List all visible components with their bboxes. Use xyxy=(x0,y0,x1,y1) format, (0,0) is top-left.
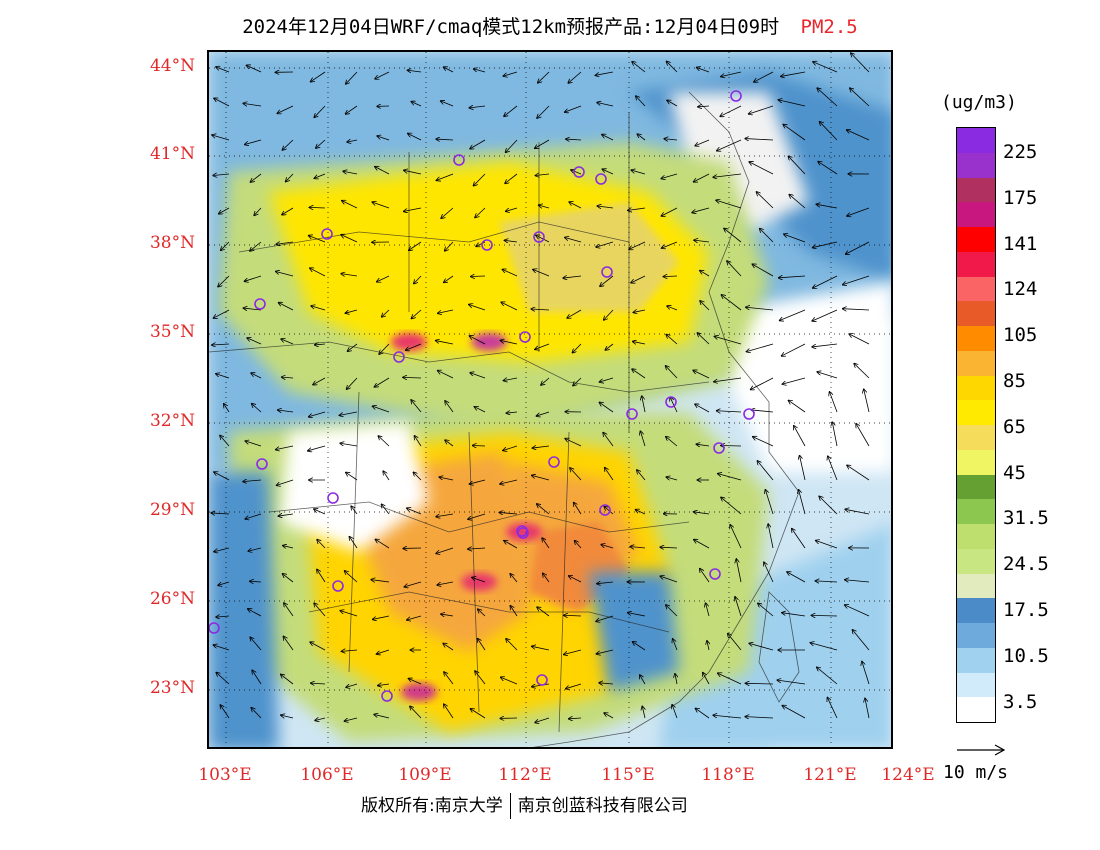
lon-label-121: 121°E xyxy=(803,765,857,785)
colorbar-label: 124 xyxy=(1003,278,1038,301)
colorbar-segment xyxy=(957,128,995,153)
lat-label-23: 23°N xyxy=(149,678,195,698)
colorbar-label: 24.5 xyxy=(1003,553,1049,576)
copyright-owner: 版权所有:南京大学 xyxy=(361,796,503,816)
lon-label-112: 112°E xyxy=(498,765,552,785)
lon-label-103: 103°E xyxy=(198,765,252,785)
lat-label-29: 29°N xyxy=(149,500,195,520)
colorbar-segment xyxy=(957,697,995,722)
footer-divider xyxy=(509,793,511,819)
lat-label-38: 38°N xyxy=(149,233,195,253)
copyright-company: 南京创蓝科技有限公司 xyxy=(517,796,688,816)
lat-label-44: 44°N xyxy=(149,56,195,76)
colorbar-segment xyxy=(957,573,995,599)
colorbar-segment xyxy=(957,202,995,227)
wind-vectors xyxy=(211,53,870,722)
colorbar-label: 10.5 xyxy=(1003,644,1049,667)
colorbar-segment xyxy=(957,375,995,401)
colorbar-segment xyxy=(957,326,995,351)
lon-label-118: 118°E xyxy=(701,765,755,785)
colorbar xyxy=(956,127,996,723)
colorbar-segment xyxy=(957,276,995,302)
colorbar-label: 17.5 xyxy=(1003,599,1049,621)
colorbar-unit: (ug/m3) xyxy=(941,92,1017,113)
colorbar-label: 31.5 xyxy=(1003,507,1049,530)
colorbar-label: 225 xyxy=(1003,141,1038,163)
pollution-map[interactable] xyxy=(207,50,893,749)
colorbar-segment xyxy=(957,548,995,574)
city-markers xyxy=(209,90,755,702)
colorbar-label: 85 xyxy=(1003,370,1026,392)
colorbar-segment xyxy=(957,598,995,623)
colorbar-segment xyxy=(957,400,995,425)
colorbar-segment xyxy=(957,474,995,500)
colorbar-label: 105 xyxy=(1003,324,1038,347)
lon-label-109: 109°E xyxy=(398,765,452,785)
wind-reference-arrow-icon xyxy=(957,744,1006,756)
colorbar-segment xyxy=(957,251,995,277)
wind-reference-label: 10 m/s xyxy=(943,762,1009,783)
lon-label-124: 124°E xyxy=(881,765,935,785)
lat-label-26: 26°N xyxy=(149,589,195,609)
colorbar-segment xyxy=(957,672,995,698)
colorbar-segment xyxy=(957,623,995,648)
map-title: 2024年12月04日WRF/cmaq模式12km预报产品:12月04日09时 … xyxy=(0,12,1100,39)
colorbar-label: 141 xyxy=(1003,232,1038,255)
map-canvas xyxy=(209,52,891,747)
colorbar-segment xyxy=(957,524,995,549)
colorbar-segment xyxy=(957,177,995,203)
colorbar-segment xyxy=(957,425,995,450)
colorbar-segment xyxy=(957,647,995,673)
colorbar-label: 3.5 xyxy=(1003,690,1038,713)
lon-label-115: 115°E xyxy=(601,765,655,785)
copyright-footer: 版权所有:南京大学 南京创蓝科技有限公司 xyxy=(361,791,688,819)
lat-label-41: 41°N xyxy=(149,144,195,164)
lat-label-32: 32°N xyxy=(149,411,195,431)
pollutant-label: PM2.5 xyxy=(800,16,858,38)
colorbar-label: 65 xyxy=(1003,415,1026,438)
colorbar-segment xyxy=(957,301,995,326)
colorbar-segment xyxy=(957,227,995,252)
colorbar-label: 175 xyxy=(1003,186,1038,209)
colorbar-segment xyxy=(957,152,995,178)
lon-label-106: 106°E xyxy=(300,765,354,785)
colorbar-label: 45 xyxy=(1003,461,1026,484)
colorbar-segment xyxy=(957,449,995,475)
colorbar-segment xyxy=(957,499,995,524)
pm25-concentration-field xyxy=(209,52,891,747)
title-main: 2024年12月04日WRF/cmaq模式12km预报产品:12月04日09时 xyxy=(242,16,780,38)
colorbar-segment xyxy=(957,350,995,376)
lat-label-35: 35°N xyxy=(149,322,195,342)
